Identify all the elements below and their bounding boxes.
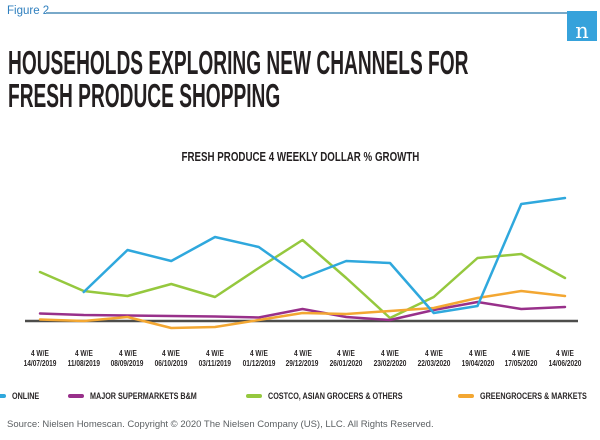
legend-item: MAJOR SUPERMARKETS B&M [68, 391, 220, 401]
nielsen-logo-letter: n [575, 19, 589, 43]
legend-label: GREENGROCERS & MARKETS [480, 391, 587, 401]
legend-swatch [68, 394, 85, 398]
legend-swatch [458, 394, 475, 398]
x-tick-label: 4 W/E 14/07/2019 [23, 349, 57, 368]
source-footer: Source: Nielsen Homescan. Copyright © 20… [7, 419, 434, 430]
x-tick-label: 4 W/E 11/08/2019 [67, 349, 100, 368]
x-tick-label: 4 W/E 17/05/2020 [504, 349, 538, 368]
legend-item: GREENGROCERS & MARKETS [458, 391, 600, 401]
chart-subtitle-text: FRESH PRODUCE 4 WEEKLY DOLLAR % GROWTH [181, 150, 419, 164]
x-tick-label: 4 W/E 26/01/2020 [329, 349, 363, 368]
nielsen-logo: n [567, 11, 597, 43]
x-tick-label: 4 W/E 19/04/2020 [461, 349, 494, 368]
header-rule-line [46, 12, 597, 14]
legend-item: ONLINE [0, 391, 42, 401]
legend-swatch [245, 394, 262, 398]
x-tick-label: 4 W/E 23/02/2020 [373, 349, 407, 368]
x-tick-label: 4 W/E 08/09/2019 [110, 349, 144, 368]
page-title-line2: FRESH PRODUCE SHOPPING [8, 77, 281, 114]
line-chart [25, 196, 578, 330]
page-title-line1: HOUSEHOLDS EXPLORING NEW CHANNELS FOR [8, 44, 469, 81]
legend-item: COSTCO, ASIAN GROCERS & OTHERS [245, 391, 432, 401]
x-tick-label: 4 W/E 22/03/2020 [417, 349, 451, 368]
legend-swatch [0, 394, 7, 398]
legend-label: ONLINE [12, 391, 40, 401]
chart-legend: ONLINE MAJOR SUPERMARKETS B&M COSTCO, ASIA… [0, 391, 600, 401]
series-line-major-supermarkets-b-m [38, 300, 567, 322]
page-title: HOUSEHOLDS EXPLORING NEW CHANNELS FOR FR… [8, 46, 600, 112]
series-line-costco-asian-grocers-others [38, 238, 567, 320]
x-tick-label: 4 W/E 01/12/2019 [242, 349, 276, 368]
series-line-online [82, 196, 567, 315]
chart-subtitle: FRESH PRODUCE 4 WEEKLY DOLLAR % GROWTH [0, 150, 600, 164]
x-tick-label: 4 W/E 14/06/2020 [548, 349, 582, 368]
x-tick-label: 4 W/E 06/10/2019 [154, 349, 188, 368]
x-tick-label: 4 W/E 03/11/2019 [198, 349, 232, 368]
series-line-greengrocers-markets [38, 289, 567, 330]
figure-label: Figure 2 [7, 5, 50, 17]
x-axis-labels: 4 W/E 14/07/2019 4 W/E 11/08/2019 4 W/E 08/09… [18, 349, 587, 369]
legend-label: COSTCO, ASIAN GROCERS & OTHERS [267, 391, 403, 401]
x-tick-label: 4 W/E 29/12/2019 [286, 349, 319, 368]
legend-label: MAJOR SUPERMARKETS B&M [90, 391, 198, 401]
